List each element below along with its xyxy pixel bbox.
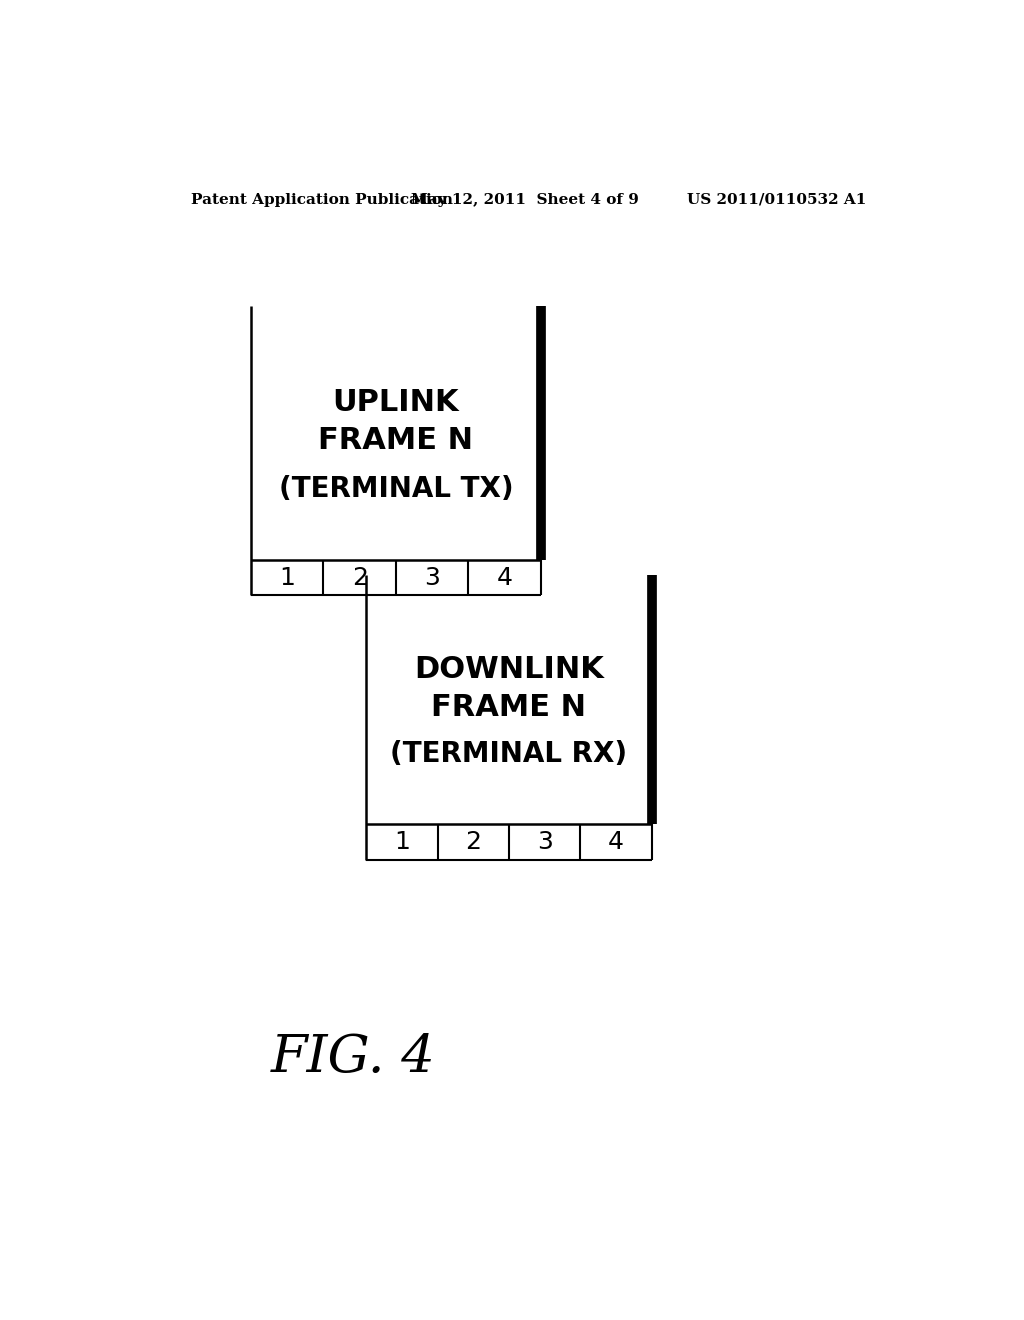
Text: May 12, 2011  Sheet 4 of 9: May 12, 2011 Sheet 4 of 9 [411, 193, 639, 207]
Text: US 2011/0110532 A1: US 2011/0110532 A1 [687, 193, 866, 207]
Text: 3: 3 [424, 566, 440, 590]
Text: UPLINK: UPLINK [333, 388, 459, 417]
Text: 2: 2 [351, 566, 368, 590]
Text: 1: 1 [394, 830, 410, 854]
Text: 4: 4 [497, 566, 512, 590]
Text: FRAME N: FRAME N [318, 426, 473, 455]
Text: Patent Application Publication: Patent Application Publication [191, 193, 454, 207]
Text: 2: 2 [465, 830, 481, 854]
Text: (TERMINAL TX): (TERMINAL TX) [279, 475, 513, 503]
Text: 3: 3 [537, 830, 553, 854]
Text: FIG. 4: FIG. 4 [270, 1032, 435, 1084]
Text: (TERMINAL RX): (TERMINAL RX) [390, 741, 628, 768]
Text: DOWNLINK: DOWNLINK [414, 655, 604, 684]
Text: 1: 1 [280, 566, 295, 590]
Text: 4: 4 [608, 830, 624, 854]
Text: FRAME N: FRAME N [431, 693, 587, 722]
